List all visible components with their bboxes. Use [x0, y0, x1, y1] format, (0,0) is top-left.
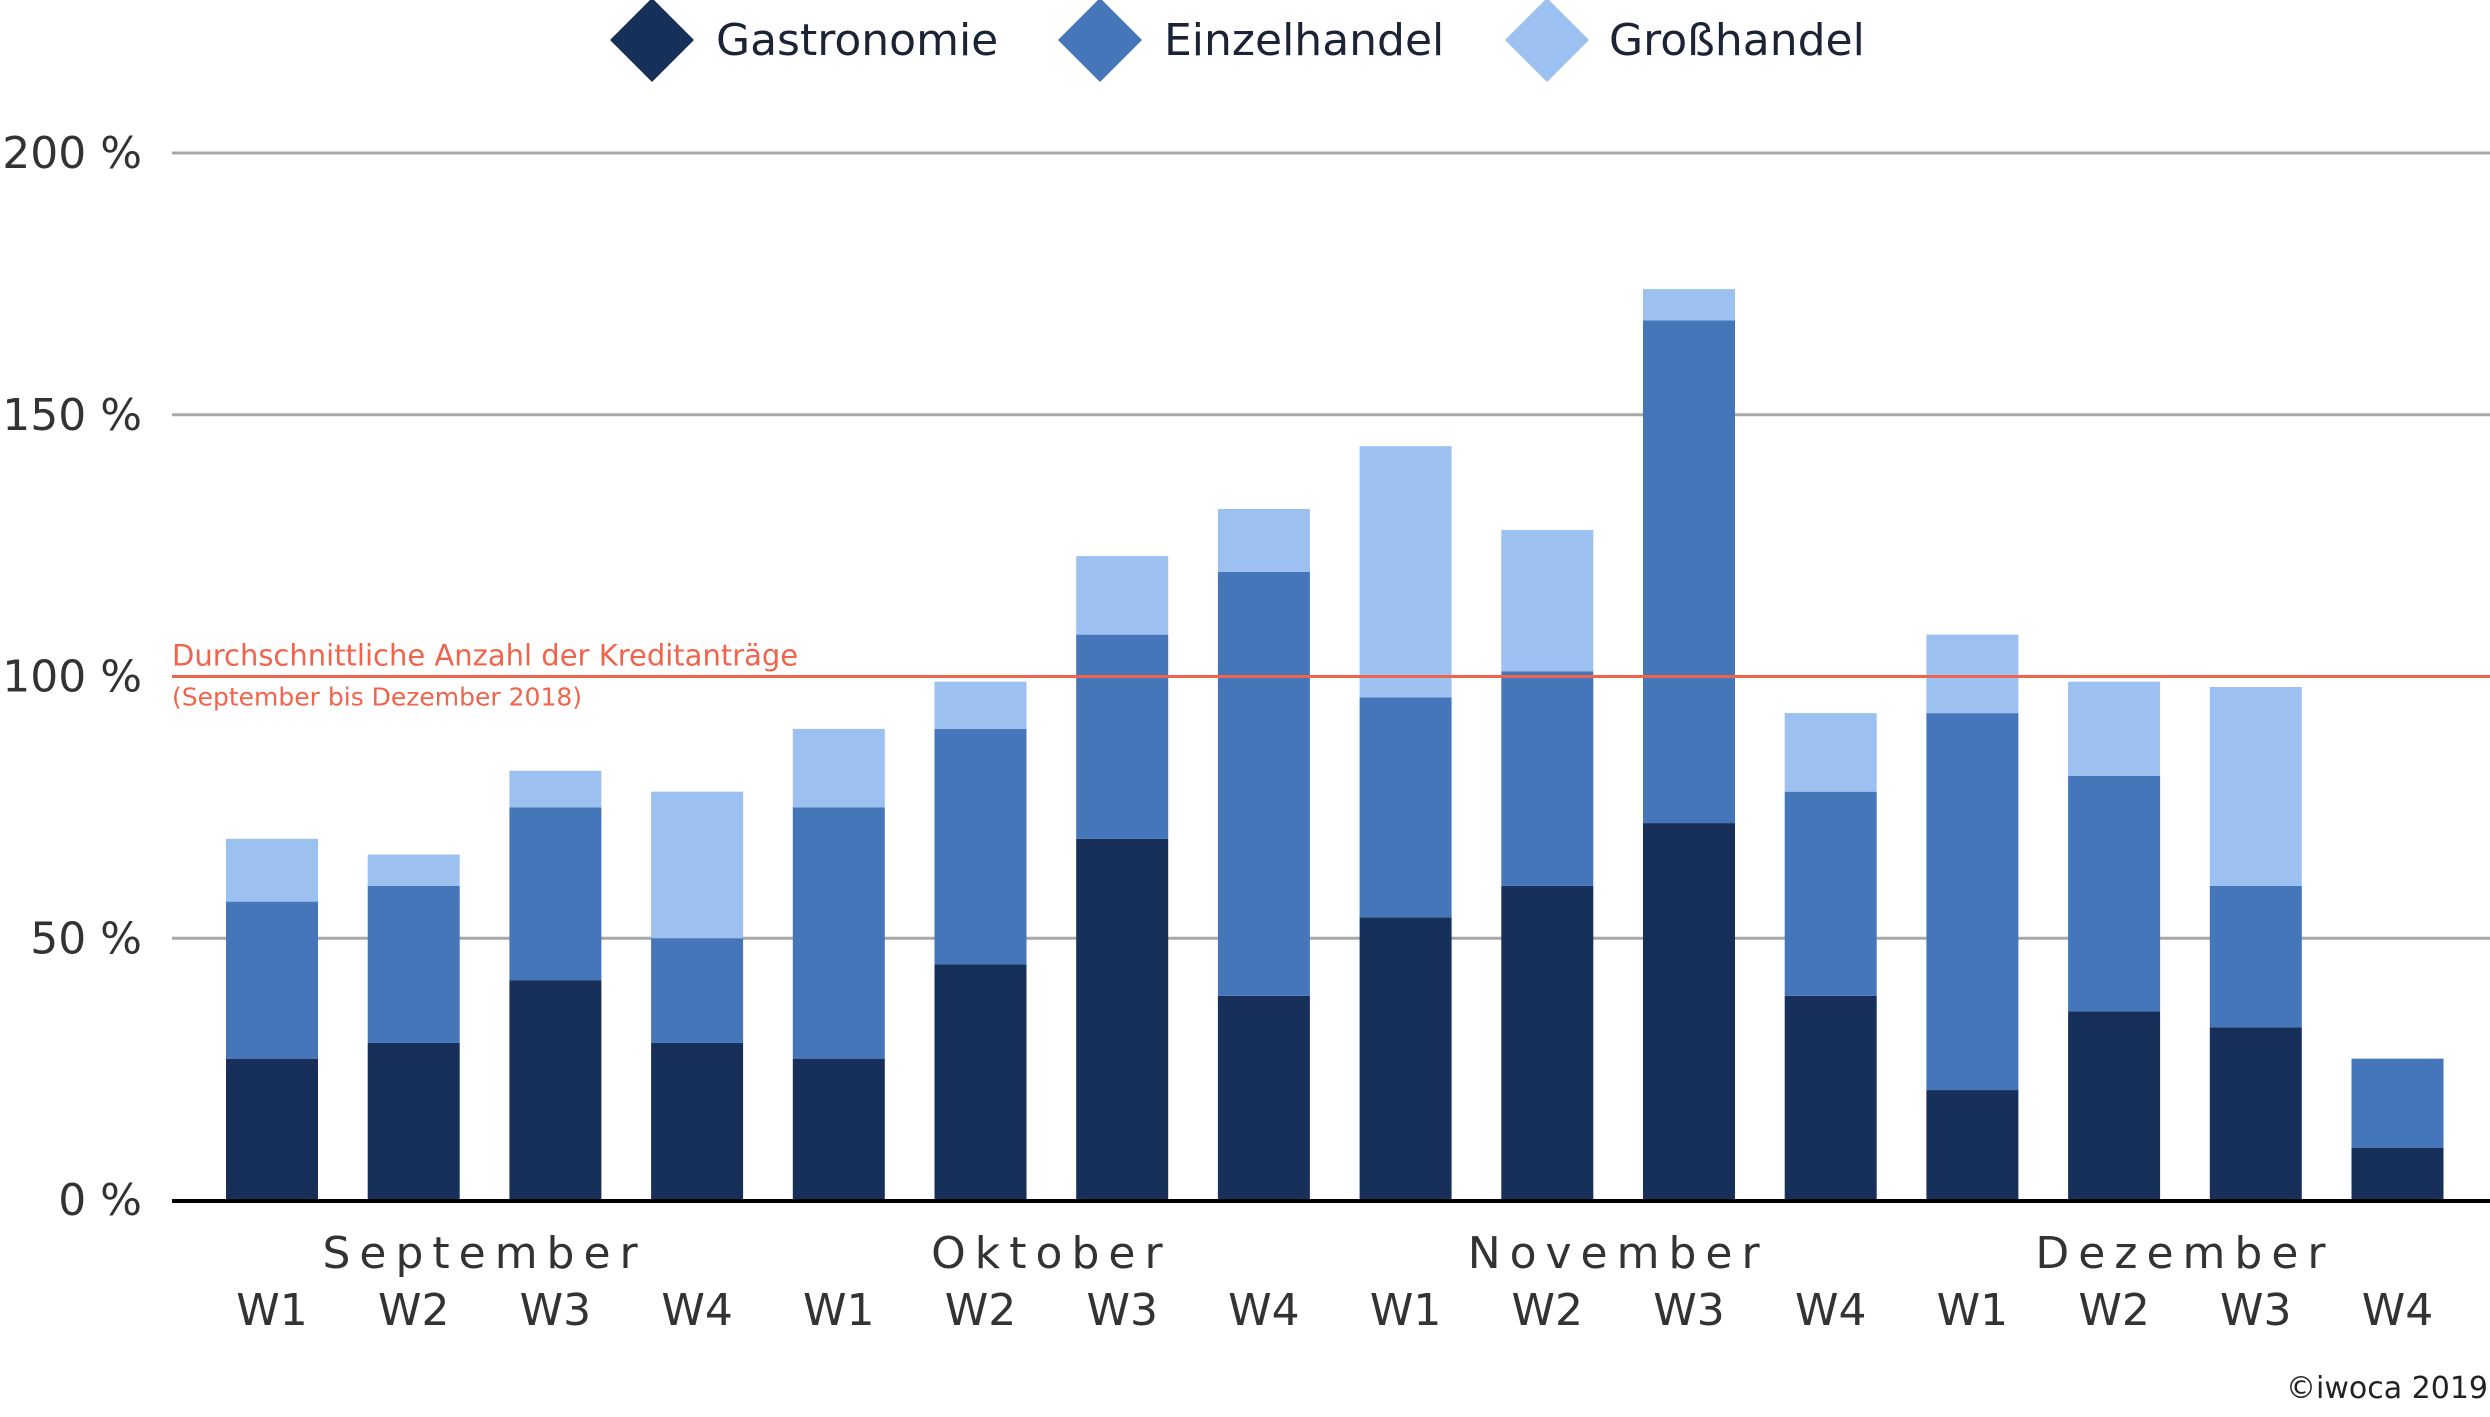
bar-gastronomie-11: [1643, 823, 1735, 1200]
bar-gastronomie-3: [509, 980, 602, 1200]
legend-label-einzelhandel: Einzelhandel: [1164, 15, 1444, 66]
week-label: W4: [661, 1285, 733, 1336]
bar-gastronomie-13: [1926, 1090, 2019, 1200]
bar-einzelhandel-10: [1501, 671, 1594, 886]
bar-grosshandel-6: [934, 681, 1027, 729]
bar-gastronomie-5: [792, 1058, 885, 1200]
bar-einzelhandel-16: [2351, 1058, 2444, 1148]
bar-einzelhandel-5: [792, 807, 885, 1059]
copyright-text: ©iwoca 2019: [2286, 1371, 2488, 1406]
bar-gastronomie-9: [1359, 917, 1452, 1200]
bar-grosshandel-3: [509, 770, 602, 808]
bar-gastronomie-15: [2209, 1027, 2302, 1200]
week-label: W2: [378, 1285, 450, 1336]
bar-einzelhandel-12: [1784, 791, 1877, 996]
week-label: W3: [2220, 1285, 2292, 1336]
bar-einzelhandel-1: [226, 901, 318, 1059]
bar-einzelhandel-4: [651, 938, 744, 1043]
x-axis-labels: September W1 W2 W3 W4 Oktober W1 W2 W3 W4 November…: [236, 1228, 2433, 1336]
bar-gastronomie-7: [1076, 838, 1169, 1200]
reference-line-sublabel: (September bis Dezember 2018): [172, 683, 582, 712]
bar-gastronomie-14: [2068, 1011, 2161, 1200]
bars: [226, 289, 2444, 1200]
bar-grosshandel-8: [1217, 508, 1310, 572]
week-label: W2: [945, 1285, 1017, 1336]
month-label: September: [322, 1228, 646, 1279]
bar-einzelhandel-11: [1643, 320, 1735, 824]
week-label: W4: [1228, 1285, 1300, 1336]
y-tick-label: 100 %: [2, 652, 142, 703]
bar-grosshandel-13: [1926, 634, 2019, 714]
reference-line-group: Durchschnittliche Anzahl der Kreditanträ…: [172, 639, 2490, 712]
y-tick-label: 0 %: [58, 1175, 142, 1226]
week-label: W3: [520, 1285, 592, 1336]
week-label: W3: [1086, 1285, 1158, 1336]
bar-einzelhandel-3: [509, 807, 602, 981]
week-label: W1: [1370, 1285, 1442, 1336]
bar-grosshandel-15: [2209, 686, 2302, 886]
bar-grosshandel-2: [367, 854, 460, 886]
y-tick-label: 50 %: [30, 913, 142, 964]
bar-gastronomie-16: [2351, 1147, 2444, 1200]
month-label: Oktober: [931, 1228, 1171, 1279]
legend-label-grosshandel: Großhandel: [1609, 15, 1865, 66]
bar-gastronomie-8: [1217, 995, 1310, 1200]
bar-grosshandel-10: [1501, 529, 1594, 672]
bar-gastronomie-2: [367, 1042, 460, 1200]
bar-gastronomie-6: [934, 964, 1027, 1200]
y-axis-ticks: 0 % 50 % 100 % 150 % 200 %: [2, 128, 142, 1226]
legend: Gastronomie Einzelhandel Großhandel: [610, 0, 1865, 82]
week-label: W2: [2078, 1285, 2150, 1336]
bar-einzelhandel-9: [1359, 697, 1452, 918]
bar-einzelhandel-2: [367, 885, 460, 1043]
week-label: W1: [236, 1285, 308, 1336]
week-label: W1: [803, 1285, 875, 1336]
bar-einzelhandel-8: [1217, 571, 1310, 996]
bar-gastronomie-1: [226, 1058, 318, 1200]
y-tick-label: 200 %: [2, 128, 142, 179]
legend-marker-einzelhandel: [1058, 0, 1142, 82]
week-label: W2: [1512, 1285, 1584, 1336]
reference-line-label: Durchschnittliche Anzahl der Kreditanträ…: [172, 639, 798, 673]
bar-grosshandel-5: [792, 728, 885, 808]
bar-einzelhandel-14: [2068, 775, 2161, 1012]
bar-einzelhandel-13: [1926, 713, 2019, 1091]
bar-grosshandel-4: [651, 791, 744, 939]
bar-grosshandel-14: [2068, 681, 2161, 776]
week-label: W1: [1937, 1285, 2009, 1336]
week-label: W4: [2362, 1285, 2434, 1336]
bar-einzelhandel-7: [1076, 634, 1169, 839]
legend-marker-grosshandel: [1505, 0, 1589, 82]
month-label: Dezember: [2035, 1228, 2334, 1279]
bar-einzelhandel-6: [934, 728, 1027, 965]
legend-label-gastronomie: Gastronomie: [716, 15, 998, 66]
bar-gastronomie-4: [651, 1042, 744, 1200]
bar-gastronomie-10: [1501, 885, 1594, 1200]
bar-grosshandel-9: [1359, 446, 1452, 698]
bar-gastronomie-12: [1784, 995, 1877, 1200]
week-label: W3: [1653, 1285, 1725, 1336]
legend-marker-gastronomie: [610, 0, 694, 82]
week-label: W4: [1795, 1285, 1867, 1336]
bar-grosshandel-1: [226, 838, 318, 902]
bar-einzelhandel-15: [2209, 885, 2302, 1028]
bar-grosshandel-12: [1784, 713, 1877, 792]
bar-grosshandel-7: [1076, 556, 1169, 635]
month-label: November: [1468, 1228, 1769, 1279]
y-tick-label: 150 %: [2, 390, 142, 441]
bar-grosshandel-11: [1643, 289, 1735, 321]
